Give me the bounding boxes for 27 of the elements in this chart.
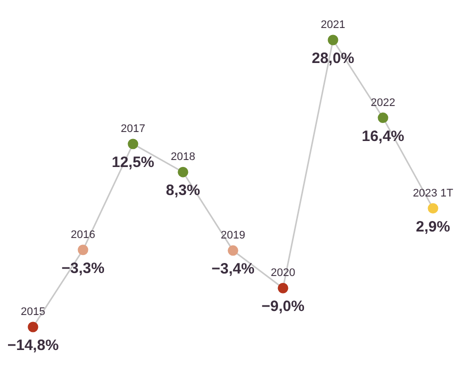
x-tick-label: 2021 [320, 19, 346, 31]
data-label: −3,3% [62, 260, 104, 277]
x-tick-label: 2020 [270, 267, 296, 280]
x-tick-label: 2023 1T [412, 187, 454, 200]
x-tick-label: 2015 [20, 306, 46, 318]
point [28, 322, 38, 332]
data-label: 12,5% [112, 154, 154, 171]
x-tick-label: 2018 [170, 151, 196, 164]
point [428, 203, 438, 214]
point [128, 138, 138, 150]
x-tick-label: 2022 [370, 96, 396, 109]
point [278, 282, 288, 294]
point [178, 166, 188, 178]
data-label: 2,9% [416, 218, 450, 236]
data-label: 8,3% [166, 182, 200, 200]
data-label: −3,4% [212, 260, 254, 278]
data-label: 28,0% [312, 50, 354, 67]
point [328, 34, 338, 46]
data-label: −9,0% [262, 298, 304, 316]
x-tick-label: 2016 [70, 228, 96, 241]
point [228, 245, 238, 256]
data-label: 16,4% [362, 128, 404, 145]
x-tick-label: 2019 [220, 230, 246, 242]
point [378, 112, 388, 124]
point [78, 244, 88, 256]
x-tick-label: 2017 [120, 122, 146, 135]
data-label: −14,8% [7, 337, 59, 354]
